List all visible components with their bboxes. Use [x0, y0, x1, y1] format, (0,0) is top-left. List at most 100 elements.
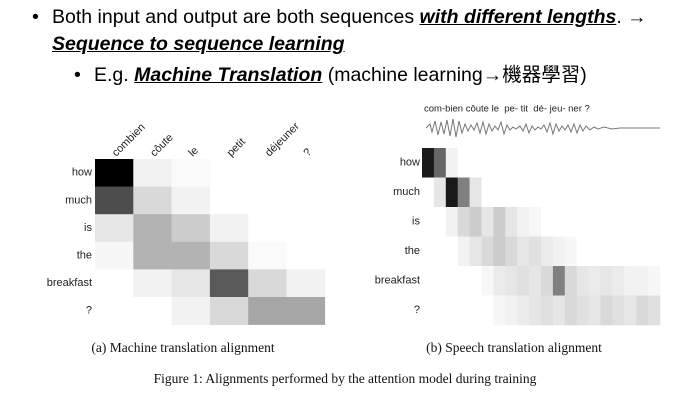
alignment-cell	[469, 295, 482, 326]
alignment-cell	[422, 236, 435, 267]
alignment-cell	[505, 207, 518, 237]
alignment-cell	[209, 241, 249, 270]
alignment-cell	[612, 266, 625, 296]
alignment-cell	[612, 236, 625, 267]
alignment-cell	[422, 295, 435, 326]
emphasis-text: with different lengths	[419, 6, 617, 28]
alignment-cell	[95, 269, 134, 298]
alignment-cell	[493, 236, 506, 267]
alignment-cell	[248, 159, 287, 187]
alignment-cell	[552, 177, 566, 208]
row-label: how	[72, 167, 92, 179]
alignment-cell	[529, 236, 542, 267]
alignment-cell	[422, 148, 435, 178]
alignment-cell	[481, 207, 494, 237]
alignment-cell	[422, 207, 435, 237]
alignment-cell	[648, 236, 661, 267]
alignment-cell	[624, 148, 637, 178]
text: . →	[616, 6, 647, 28]
alignment-cell	[588, 266, 601, 296]
alignment-cell	[517, 266, 530, 296]
alignment-cell	[433, 266, 447, 296]
alignment-cell	[588, 236, 601, 267]
alignment-cell	[552, 207, 566, 237]
alignment-cell	[576, 295, 589, 326]
column-label: côute	[148, 132, 176, 160]
alignment-cell	[624, 266, 637, 296]
column-label: petit	[225, 136, 248, 159]
alignment-cell	[588, 148, 601, 178]
alignment-cell	[457, 236, 470, 267]
alignment-cell	[469, 148, 482, 178]
alignment-cell	[529, 148, 542, 178]
alignment-cell	[457, 177, 470, 208]
alignment-cell	[248, 186, 287, 215]
alignment-cell	[636, 207, 649, 237]
alignment-cell	[457, 266, 470, 296]
alignment-cell	[541, 295, 554, 326]
alignment-cell	[517, 236, 530, 267]
alignment-cell	[600, 236, 613, 267]
alignment-cell	[576, 148, 589, 178]
alignment-cell	[600, 295, 613, 326]
alignment-cell	[133, 241, 172, 270]
alignment-cell	[552, 148, 566, 178]
alignment-cell	[564, 266, 577, 296]
column-label: combien	[110, 121, 148, 159]
alignment-cell	[576, 266, 589, 296]
alignment-cell	[541, 177, 554, 208]
alignment-cell	[541, 266, 554, 296]
alignment-cell	[171, 241, 211, 270]
alignment-cell	[445, 177, 458, 208]
column-label: déjeuner	[263, 120, 302, 159]
alignment-cell	[433, 236, 447, 267]
alignment-cell	[588, 207, 601, 237]
alignment-cell	[469, 177, 482, 208]
alignment-cell	[433, 177, 447, 208]
alignment-cell	[564, 207, 577, 237]
alignment-cell	[624, 295, 637, 326]
text: E.g.	[94, 64, 135, 86]
alignment-cell	[445, 295, 458, 326]
alignment-cell	[564, 177, 577, 208]
alignment-cell	[600, 207, 613, 237]
alignment-cell	[576, 236, 589, 267]
alignment-cell	[481, 236, 494, 267]
alignment-cell	[517, 148, 530, 178]
sub-bullet: E.g. Machine Translation (machine learni…	[74, 62, 684, 89]
bullet: Both input and output are both sequences…	[32, 4, 652, 58]
row-label: ?	[414, 304, 420, 316]
alignment-cell	[648, 266, 661, 296]
alignment-cell	[648, 177, 661, 208]
alignment-cell	[529, 207, 542, 237]
alignment-cell	[600, 266, 613, 296]
alignment-cell	[505, 177, 518, 208]
alignment-cell	[209, 159, 249, 187]
alignment-cell	[209, 214, 249, 243]
alignment-cell	[505, 236, 518, 267]
emphasis-text: Machine Translation	[134, 64, 323, 86]
alignment-cell	[636, 295, 649, 326]
alignment-cell	[529, 177, 542, 208]
caption: (b) Speech translation alignment	[426, 340, 602, 355]
alignment-cell	[469, 236, 482, 267]
alignment-cell	[133, 159, 172, 187]
alignment-cell	[636, 266, 649, 296]
alignment-cell	[286, 297, 326, 325]
alignment-cell	[445, 236, 458, 267]
alignment-cell	[493, 177, 506, 208]
alignment-cell	[493, 207, 506, 237]
alignment-cell	[171, 159, 211, 187]
alignment-cell	[133, 269, 172, 298]
alignment-cell	[552, 295, 566, 326]
alignment-cell	[624, 236, 637, 267]
alignment-cell	[433, 295, 447, 326]
alignment-cell	[95, 159, 134, 187]
alignment-cell	[612, 207, 625, 237]
alignment-cell	[171, 186, 211, 215]
alignment-cell	[209, 186, 249, 215]
alignment-cell	[505, 295, 518, 326]
alignment-cell	[552, 266, 566, 296]
emphasis-text: Sequence to sequence learning	[52, 33, 345, 55]
